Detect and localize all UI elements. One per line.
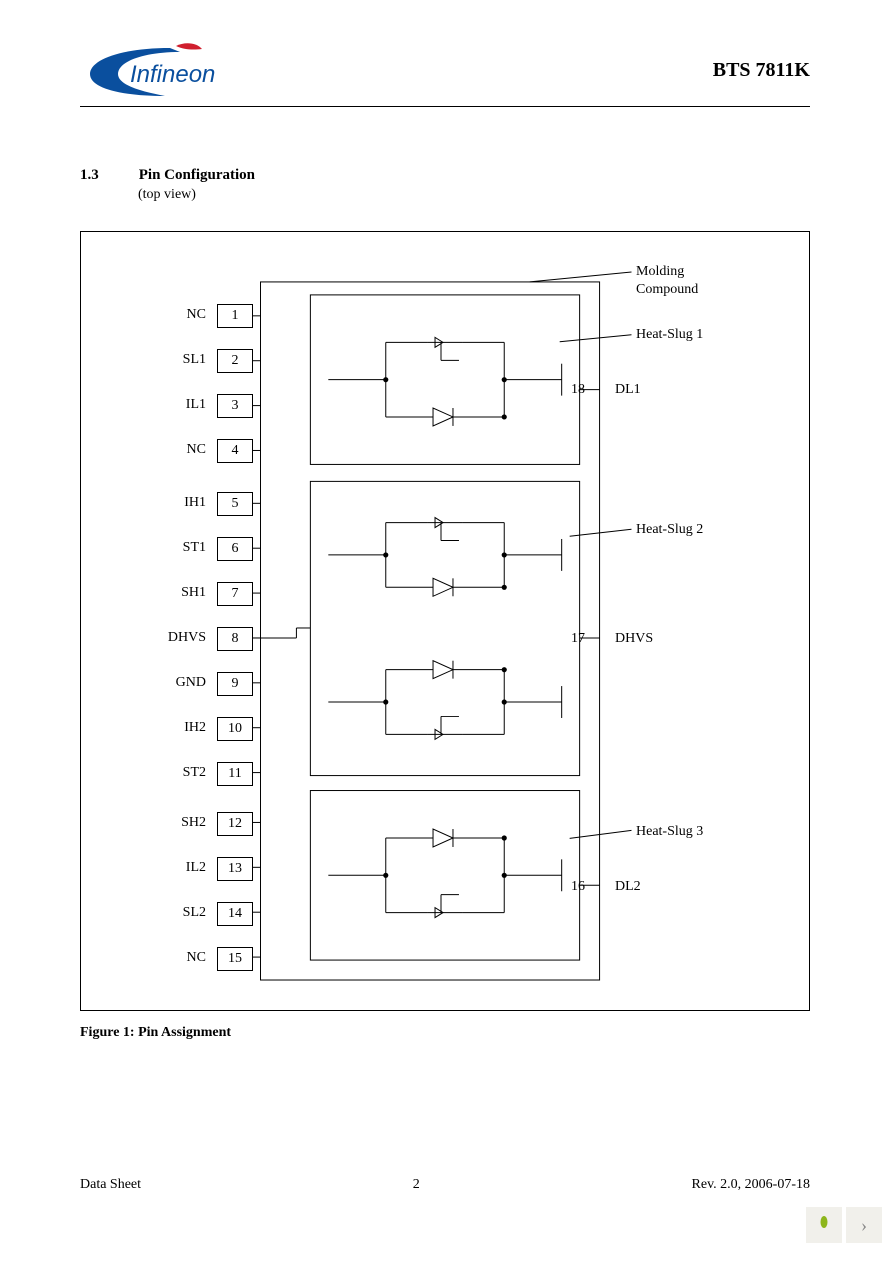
pin-14-label: SL2: [156, 905, 206, 921]
company-logo: Infineon: [80, 40, 260, 100]
page-footer: Data Sheet 2 Rev. 2.0, 2006-07-18: [80, 1177, 810, 1193]
pin-9-label: GND: [156, 675, 206, 691]
callout-3: Heat-Slug 3: [636, 824, 703, 840]
viewer-next-button[interactable]: ›: [846, 1207, 882, 1243]
pin-4-label: NC: [156, 442, 206, 458]
footer-center: 2: [413, 1177, 420, 1193]
pin-8-label: DHVS: [156, 630, 206, 646]
section-number: 1.3: [80, 167, 99, 184]
pin-14-box: 14: [217, 902, 253, 926]
pin-7-box: 7: [217, 582, 253, 606]
pin-diagram-figure: NC 1 SL1 2 IL1 3 NC 4 IH1 5 ST1 6 SH1 7 DHVS 8 GND 9 IH2 10…: [80, 231, 810, 1011]
logo-text: Infineon: [130, 61, 215, 88]
figure-caption-text: Figure 1: Pin Assignment: [80, 1025, 231, 1040]
section-title: Pin Configuration: [139, 167, 255, 184]
pin-8-box: 8: [217, 627, 253, 651]
pin-17-number: 17: [563, 631, 593, 647]
callout-0-line2: Compound: [636, 282, 698, 298]
pin-12-label: SH2: [156, 815, 206, 831]
pin-6-label: ST1: [156, 540, 206, 556]
pin-18-label: DL1: [615, 382, 641, 398]
page: Infineon BTS 7811K 1.3 Pin Configuration…: [80, 40, 810, 1041]
pin-2-label: SL1: [156, 352, 206, 368]
pin-1-box: 1: [217, 304, 253, 328]
footer-left: Data Sheet: [80, 1177, 141, 1193]
page-header: Infineon BTS 7811K: [80, 40, 810, 107]
pin-15-box: 15: [217, 947, 253, 971]
figure-caption: Figure 1: Pin Assignment: [80, 1025, 810, 1041]
pin-diagram-svg: [81, 232, 809, 1010]
chevron-right-icon: ›: [861, 1215, 867, 1236]
pin-3-label: IL1: [156, 397, 206, 413]
pin-4-box: 4: [217, 439, 253, 463]
pin-13-box: 13: [217, 857, 253, 881]
pin-18-number: 18: [563, 382, 593, 398]
pin-12-box: 12: [217, 812, 253, 836]
pin-9-box: 9: [217, 672, 253, 696]
footer-right: Rev. 2.0, 2006-07-18: [692, 1177, 810, 1193]
pin-6-box: 6: [217, 537, 253, 561]
viewer-toolbar: ›: [806, 1207, 882, 1243]
pin-11-label: ST2: [156, 765, 206, 781]
pin-3-box: 3: [217, 394, 253, 418]
pin-16-number: 16: [563, 879, 593, 895]
pin-13-label: IL2: [156, 860, 206, 876]
section-subtitle: (top view): [138, 187, 810, 203]
callout-0: Molding: [636, 264, 684, 280]
pin-10-box: 10: [217, 717, 253, 741]
viewer-logo-button[interactable]: [806, 1207, 842, 1243]
pin-16-label: DL2: [615, 879, 641, 895]
heat-slug-2: [310, 481, 579, 775]
pin-15-label: NC: [156, 950, 206, 966]
product-title: BTS 7811K: [713, 59, 810, 82]
pin-10-label: IH2: [156, 720, 206, 736]
callout-1: Heat-Slug 1: [636, 327, 703, 343]
pin-11-box: 11: [217, 762, 253, 786]
callout-2: Heat-Slug 2: [636, 522, 703, 538]
pin-1-label: NC: [156, 307, 206, 323]
pin-7-label: SH1: [156, 585, 206, 601]
section-heading: 1.3 Pin Configuration: [80, 167, 810, 184]
pin-2-box: 2: [217, 349, 253, 373]
pin-5-box: 5: [217, 492, 253, 516]
pin-5-label: IH1: [156, 495, 206, 511]
pin-17-label: DHVS: [615, 631, 653, 647]
